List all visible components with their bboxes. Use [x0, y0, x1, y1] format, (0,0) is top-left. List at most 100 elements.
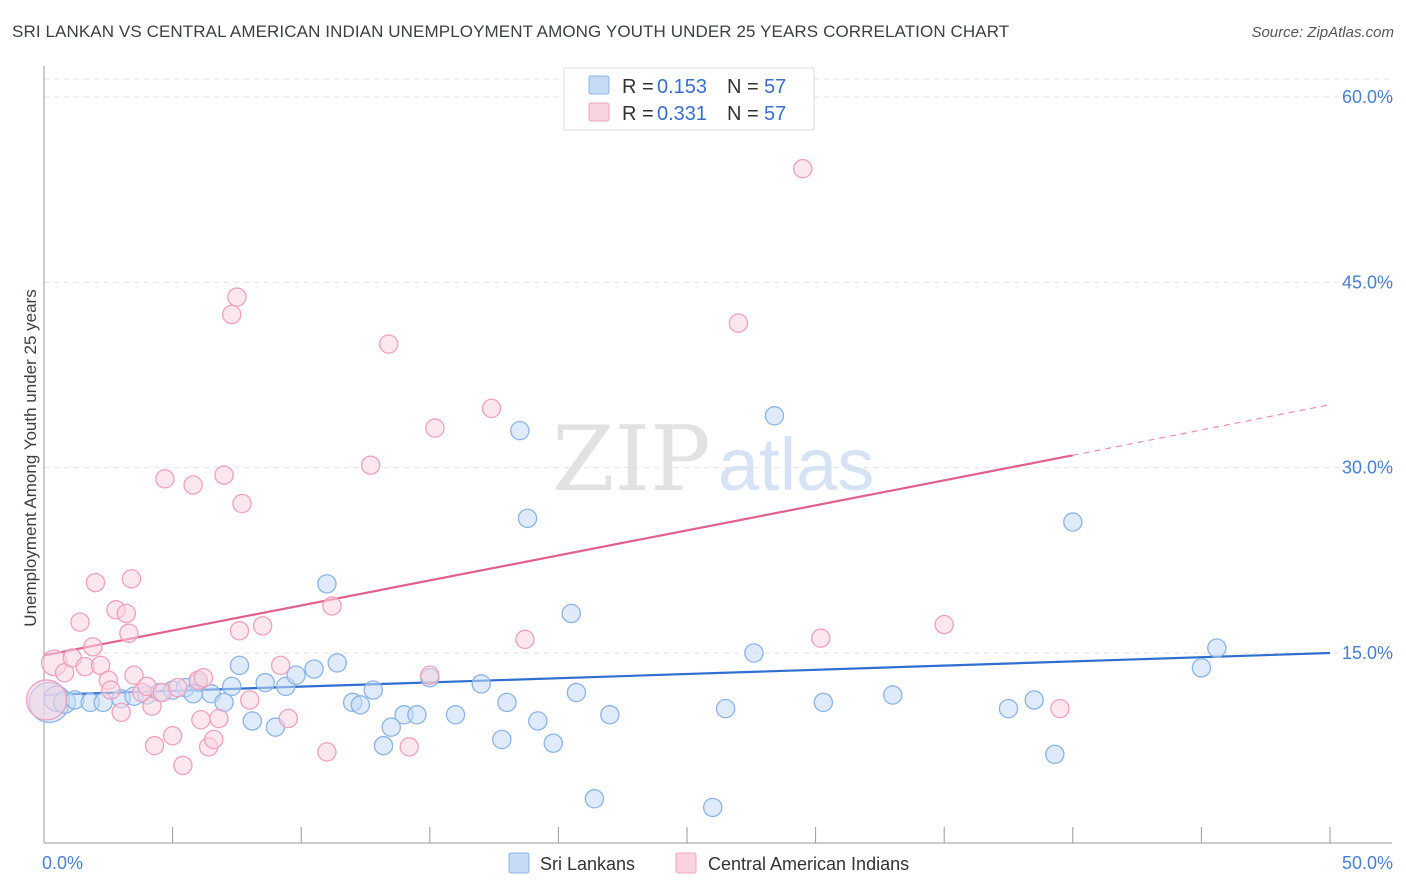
sri-lankans-point-40 — [528, 711, 548, 731]
watermark-zip: ZIP — [552, 407, 711, 512]
sri-lankans-point-39 — [517, 508, 538, 529]
bottom-legend: Sri Lankans Central American Indians — [508, 852, 909, 874]
central-american-indians-point-53 — [811, 628, 831, 648]
source-credit: Source: ZipAtlas.com — [1251, 24, 1394, 41]
legend-n-label-1: N = — [727, 76, 759, 98]
sri-lankans-point-36 — [492, 729, 512, 750]
central-american-indians-point-12 — [111, 702, 131, 723]
central-american-indians-point-41 — [278, 708, 299, 729]
central-american-indians-point-49 — [481, 398, 502, 419]
sri-lankans-point-30 — [381, 717, 401, 737]
legend-r-value-1: 0.153 — [657, 76, 707, 98]
central-american-indians-point-0 — [25, 679, 68, 721]
x-tick-label-max: 50.0% — [1342, 853, 1393, 873]
central-american-indians-point-28 — [191, 709, 211, 730]
legend-n-label-2: N = — [727, 103, 759, 125]
bottom-legend-swatch-sri-lankans — [508, 852, 530, 874]
sri-lankans-point-18 — [242, 711, 263, 731]
central-american-indians-point-31 — [204, 729, 224, 750]
legend-swatch-sri-lankans — [588, 75, 610, 95]
sri-lankans-point-49 — [764, 406, 785, 426]
sri-lankans-point-42 — [561, 603, 582, 624]
legend-r-label-1: R = — [622, 76, 654, 98]
sri-lankans-point-15 — [214, 692, 234, 713]
sri-lankans-point-32 — [407, 705, 427, 725]
central-american-indians-point-24 — [168, 677, 188, 698]
central-american-indians-point-55 — [1050, 698, 1070, 719]
central-american-indians-point-23 — [162, 726, 183, 746]
central-american-indians-point-33 — [214, 465, 234, 485]
sri-lankans-point-29 — [373, 735, 394, 756]
legend-swatch-central-american-indians — [588, 102, 610, 122]
central-american-indians-point-13 — [116, 603, 137, 624]
sri-lankans-point-38 — [510, 420, 530, 441]
central-american-indians-point-48 — [425, 418, 445, 438]
central-american-indians-point-45 — [378, 334, 399, 354]
sri-lankans-point-52 — [998, 698, 1019, 719]
central-american-indians-point-4 — [70, 612, 90, 632]
central-american-indians-point-15 — [121, 569, 142, 589]
legend-r-value-2: 0.331 — [657, 103, 707, 125]
gridlines — [44, 78, 1392, 654]
sri-lankans-point-37 — [497, 692, 517, 713]
sri-lankans-point-53 — [1024, 690, 1044, 710]
central-american-indians-point-35 — [227, 287, 247, 307]
axes: 15.0% 30.0% 45.0% 60.0% — [43, 66, 1393, 844]
central-american-indians-point-42 — [317, 742, 337, 762]
central-american-indians-point-54 — [934, 614, 954, 635]
central-american-indians-point-10 — [101, 680, 121, 700]
sri-lankans-point-44 — [584, 789, 605, 809]
x-tick-label-min: 0.0% — [42, 853, 83, 873]
sri-lankans-point-45 — [600, 705, 620, 725]
central-american-indians-point-47 — [420, 665, 440, 685]
bottom-legend-label-sri-lankans: Sri Lankans — [540, 854, 635, 874]
watermark-atlas: atlas — [718, 423, 874, 506]
sri-lankans-point-48 — [744, 643, 764, 663]
central-american-indians-point-52 — [792, 158, 813, 179]
chart-title: SRI LANKAN VS CENTRAL AMERICAN INDIAN UN… — [12, 22, 1010, 41]
sri-lankans-point-34 — [445, 705, 466, 725]
y-tick-label-3: 60.0% — [1342, 87, 1393, 107]
central-american-indians-point-46 — [399, 737, 419, 757]
central-american-indians-point-40 — [270, 655, 291, 676]
sri-lankans-point-56 — [1191, 658, 1212, 678]
sri-lankans-point-41 — [543, 733, 563, 753]
legend-r-label-2: R = — [622, 103, 654, 125]
trend-line-extension — [1072, 404, 1331, 456]
data-points — [25, 158, 1227, 818]
central-american-indians-point-37 — [232, 493, 252, 514]
bottom-legend-label-central-american-indians: Central American Indians — [708, 854, 909, 874]
sri-lankans-point-50 — [813, 692, 834, 713]
sri-lankans-point-28 — [363, 680, 383, 700]
sri-lankans-point-23 — [304, 659, 324, 679]
central-american-indians-point-26 — [183, 475, 203, 495]
bottom-legend-swatch-central-american-indians — [675, 852, 697, 874]
central-american-indians-point-51 — [728, 313, 749, 333]
sri-lankans-point-51 — [883, 685, 903, 705]
y-tick-label-1: 30.0% — [1342, 458, 1393, 478]
y-tick-label-2: 45.0% — [1342, 272, 1393, 292]
central-american-indians-point-25 — [173, 755, 193, 776]
sri-lankans-point-46 — [702, 797, 723, 818]
central-american-indians-point-22 — [155, 469, 175, 489]
central-american-indians-point-50 — [515, 629, 535, 650]
central-american-indians-point-20 — [144, 735, 165, 756]
trend-line-central-american-indians — [43, 454, 1074, 657]
central-american-indians-point-7 — [85, 572, 106, 593]
central-american-indians-point-6 — [83, 637, 103, 657]
sri-lankans-point-55 — [1063, 512, 1083, 532]
sri-lankans-point-47 — [715, 698, 736, 719]
sri-lankans-point-43 — [566, 682, 587, 703]
y-axis-label: Unemployment Among Youth under 25 years — [21, 289, 40, 626]
legend-box: R = 0.153 N = 57 R = 0.331 N = 57 — [563, 67, 815, 131]
central-american-indians-point-39 — [252, 616, 273, 636]
central-american-indians-point-38 — [240, 690, 260, 710]
y-tick-label-0: 15.0% — [1342, 643, 1393, 663]
legend-n-value-1: 57 — [764, 76, 786, 98]
central-american-indians-point-16 — [124, 665, 144, 685]
sri-lankans-point-17 — [229, 655, 250, 676]
sri-lankans-point-27 — [350, 695, 371, 715]
legend-n-value-2: 57 — [764, 103, 786, 125]
sri-lankans-point-25 — [327, 653, 347, 673]
sri-lankans-point-19 — [255, 672, 275, 693]
